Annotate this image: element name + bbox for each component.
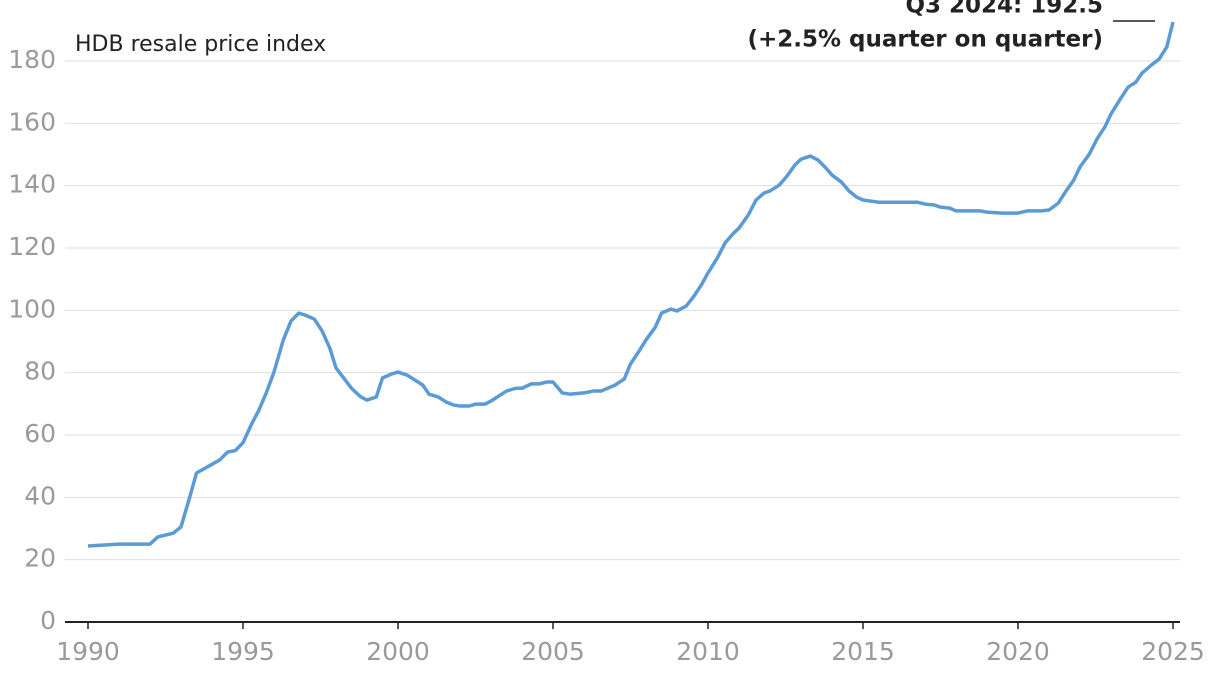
y-tick-label: 160 [8, 107, 56, 136]
x-tick-label: 2000 [366, 637, 430, 666]
y-tick-label: 140 [8, 170, 56, 199]
x-tick-label: 2015 [831, 637, 895, 666]
y-tick-label: 0 [40, 606, 56, 635]
data-line [87, 21, 1175, 548]
axis-title: HDB resale price index [75, 32, 326, 57]
y-tick-label: 80 [24, 357, 56, 386]
y-tick-label: 60 [24, 419, 56, 448]
y-tick-label: 100 [8, 294, 56, 323]
y-tick-label: 120 [8, 232, 56, 261]
x-tick-label: 2005 [521, 637, 585, 666]
annotation: Q3 2024: 192.5 [905, 0, 1103, 19]
x-tick-label: 2010 [676, 637, 740, 666]
y-tick-label: 20 [24, 544, 56, 573]
x-tick-label: 2025 [1141, 637, 1205, 666]
y-tick-label: 180 [8, 45, 56, 74]
x-tick-label: 1995 [211, 637, 275, 666]
x-tick-label: 2020 [986, 637, 1050, 666]
x-tick-label: 1990 [56, 637, 120, 666]
annotation-sub: (+2.5% quarter on quarter) [747, 27, 1103, 53]
y-tick-label: 40 [24, 481, 56, 510]
